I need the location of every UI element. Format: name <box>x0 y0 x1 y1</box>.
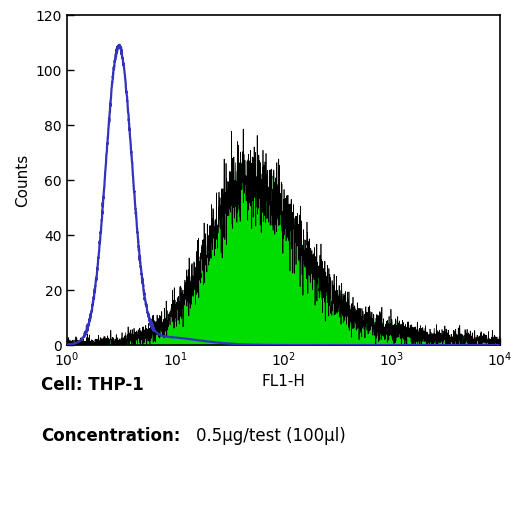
Y-axis label: Counts: Counts <box>15 153 30 207</box>
Text: 0.5μg/test (100μl): 0.5μg/test (100μl) <box>196 427 346 445</box>
X-axis label: FL1-H: FL1-H <box>261 374 305 389</box>
Text: Concentration:: Concentration: <box>41 427 181 445</box>
Text: Cell: THP-1: Cell: THP-1 <box>41 376 144 394</box>
